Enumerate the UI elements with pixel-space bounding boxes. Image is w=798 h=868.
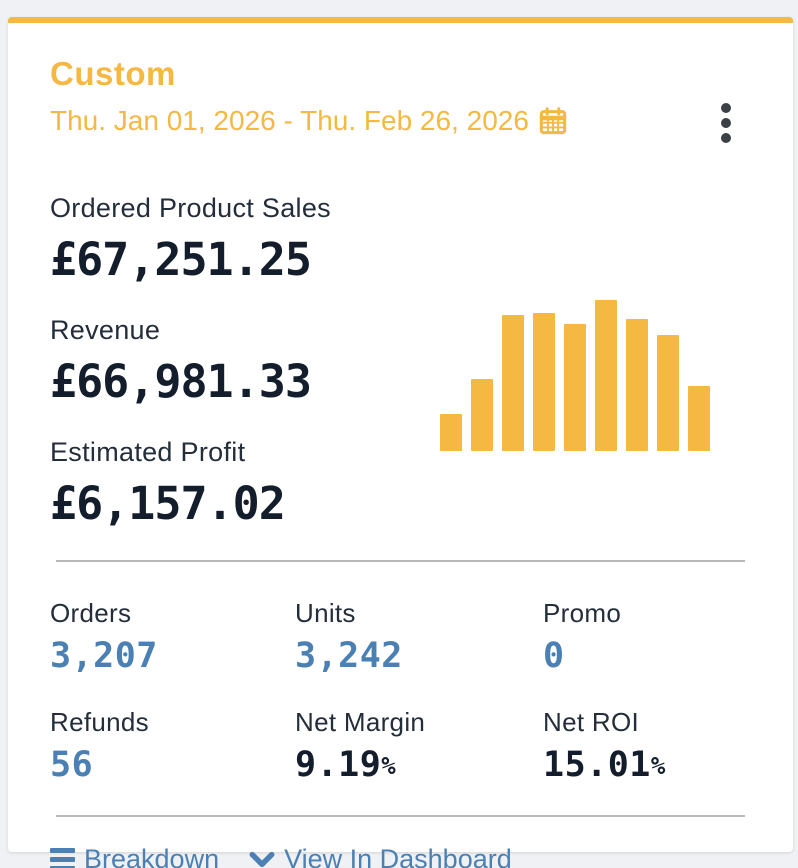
chart-bar bbox=[595, 300, 617, 451]
percent-sign: % bbox=[381, 752, 397, 780]
stat-number: 56 bbox=[50, 745, 94, 785]
kebab-dot bbox=[721, 103, 731, 113]
kebab-dot bbox=[721, 133, 731, 143]
stat-label: Net Margin bbox=[295, 707, 426, 737]
metric-estimated-profit: Estimated Profit £6,157.02 bbox=[50, 437, 749, 530]
header-text: Custom Thu. Jan 01, 2026 - Thu. Feb 26, … bbox=[50, 55, 567, 137]
stat-number: 9.19 bbox=[295, 745, 382, 785]
stat-label: Net ROI bbox=[543, 707, 640, 737]
metric-label: Revenue bbox=[50, 315, 161, 345]
metric-ordered-product-sales: Ordered Product Sales £67,251.25 bbox=[50, 193, 749, 286]
card-title: Custom bbox=[50, 55, 176, 92]
chart-bar bbox=[471, 379, 493, 451]
chevron-down-icon bbox=[249, 851, 275, 867]
mini-bar-chart bbox=[440, 299, 712, 451]
stat-number: 3,207 bbox=[50, 636, 158, 676]
stat-value: 15.01% bbox=[543, 745, 749, 785]
stat-label: Orders bbox=[50, 598, 132, 628]
date-range-picker[interactable]: Thu. Jan 01, 2026 - Thu. Feb 26, 2026 bbox=[50, 105, 567, 137]
divider bbox=[56, 815, 745, 817]
metrics-card: Custom Thu. Jan 01, 2026 - Thu. Feb 26, … bbox=[8, 17, 793, 868]
percent-sign: % bbox=[650, 752, 666, 780]
chart-bar bbox=[657, 335, 679, 451]
view-in-dashboard-button[interactable]: View In Dashboard bbox=[249, 844, 512, 868]
stats-grid: Orders 3,207 Units 3,242 Promo 0 Refunds… bbox=[50, 598, 749, 785]
kebab-dot bbox=[721, 118, 731, 128]
breakdown-button[interactable]: Breakdown bbox=[50, 844, 219, 868]
chart-bar bbox=[626, 319, 648, 451]
stat-net-margin: Net Margin 9.19% bbox=[295, 707, 543, 785]
divider bbox=[56, 560, 745, 562]
metric-value: £66,981.33 bbox=[50, 355, 312, 408]
chart-bar bbox=[564, 324, 586, 451]
metric-revenue: Revenue £66,981.33 bbox=[50, 315, 749, 408]
stat-number: 15.01 bbox=[543, 745, 651, 785]
stat-promo: Promo 0 bbox=[543, 598, 749, 676]
stat-value: 9.19% bbox=[295, 745, 543, 785]
breakdown-label: Breakdown bbox=[84, 844, 220, 868]
card-footer: Breakdown View In Dashboard bbox=[50, 844, 749, 868]
chart-bar bbox=[440, 414, 462, 451]
view-in-dashboard-label: View In Dashboard bbox=[284, 844, 512, 868]
metric-value: £67,251.25 bbox=[50, 233, 312, 286]
chart-bar bbox=[688, 386, 710, 451]
stat-number: 3,242 bbox=[295, 636, 403, 676]
kebab-menu-icon[interactable] bbox=[717, 99, 735, 147]
chart-bar bbox=[502, 315, 524, 451]
stat-label: Promo bbox=[543, 598, 622, 628]
date-range-label: Thu. Jan 01, 2026 - Thu. Feb 26, 2026 bbox=[50, 105, 529, 136]
primary-metrics: Ordered Product Sales £67,251.25 Revenue… bbox=[50, 193, 749, 530]
card-header: Custom Thu. Jan 01, 2026 - Thu. Feb 26, … bbox=[50, 55, 749, 147]
metric-label: Estimated Profit bbox=[50, 437, 246, 467]
calendar-icon[interactable] bbox=[539, 107, 567, 135]
metric-value: £6,157.02 bbox=[50, 477, 286, 530]
stat-value: 0 bbox=[543, 636, 749, 676]
stat-label: Refunds bbox=[50, 707, 149, 737]
hamburger-icon bbox=[50, 848, 75, 868]
stat-value: 3,207 bbox=[50, 636, 295, 676]
stat-orders: Orders 3,207 bbox=[50, 598, 295, 676]
stat-units: Units 3,242 bbox=[295, 598, 543, 676]
chart-bar bbox=[533, 313, 555, 451]
stat-refunds: Refunds 56 bbox=[50, 707, 295, 785]
stat-label: Units bbox=[295, 598, 356, 628]
stat-number: 0 bbox=[543, 636, 565, 676]
stat-value: 3,242 bbox=[295, 636, 543, 676]
stat-net-roi: Net ROI 15.01% bbox=[543, 707, 749, 785]
metric-label: Ordered Product Sales bbox=[50, 193, 331, 223]
stat-value: 56 bbox=[50, 745, 295, 785]
